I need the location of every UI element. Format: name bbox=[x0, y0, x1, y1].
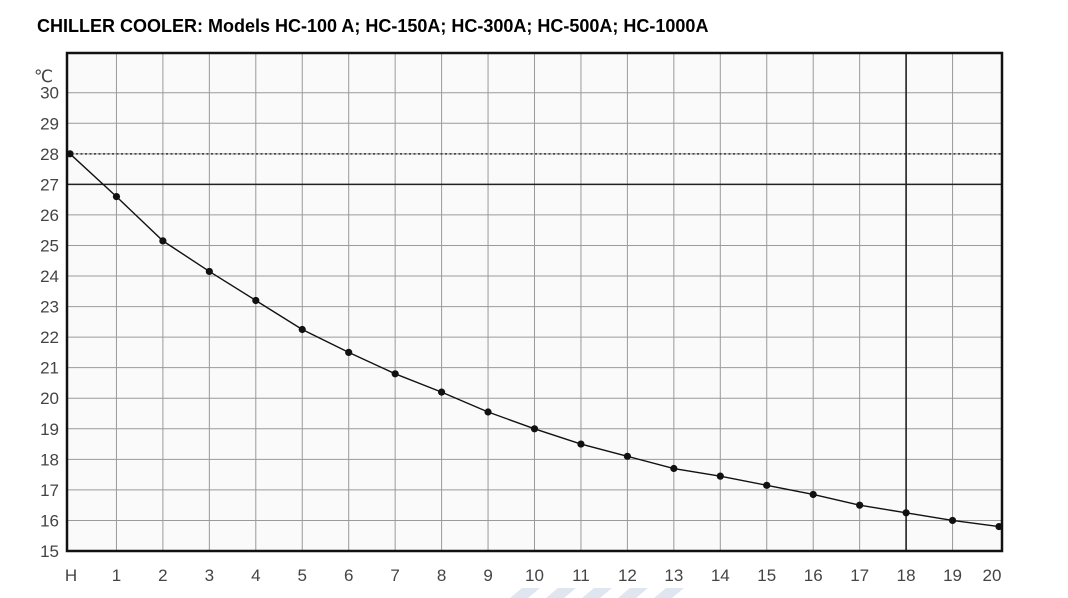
x-tick-label: 7 bbox=[390, 566, 399, 585]
x-tick-label: 18 bbox=[897, 566, 916, 585]
y-tick-label: 30 bbox=[40, 84, 59, 103]
data-point bbox=[856, 501, 864, 509]
data-point bbox=[670, 464, 678, 473]
reference-lines bbox=[67, 53, 1002, 551]
x-tick-label: 15 bbox=[757, 566, 776, 585]
x-tick-label: 8 bbox=[437, 566, 446, 585]
data-point bbox=[66, 150, 74, 158]
data-point bbox=[763, 481, 771, 489]
data-point bbox=[112, 192, 121, 201]
data-point bbox=[577, 440, 585, 448]
data-point bbox=[205, 267, 213, 276]
y-tick-label: 16 bbox=[40, 511, 59, 530]
data-point bbox=[159, 237, 167, 245]
data-point bbox=[391, 370, 399, 378]
x-tick-label: 10 bbox=[525, 566, 544, 585]
x-tick-label: 9 bbox=[483, 566, 492, 585]
x-tick-label: 19 bbox=[943, 566, 962, 585]
data-point bbox=[716, 472, 724, 480]
data-point bbox=[345, 348, 353, 357]
x-tick-labels: H 1 2 3 4 5 6 7 8 9 10 11 12 13 14 15 16 17 18 19 20 bbox=[65, 566, 1002, 585]
y-tick-label: 15 bbox=[40, 542, 59, 561]
data-point bbox=[948, 516, 957, 525]
y-tick-label: 25 bbox=[40, 236, 59, 255]
x-tick-label: 5 bbox=[298, 566, 307, 585]
chart-title: CHILLER COOLER: Models HC-100 A; HC-150A… bbox=[37, 16, 709, 36]
y-tick-label: 20 bbox=[40, 389, 59, 408]
y-tick-label: 19 bbox=[40, 420, 59, 439]
x-tick-label: H bbox=[65, 566, 77, 585]
x-tick-label: 12 bbox=[618, 566, 637, 585]
data-point bbox=[623, 452, 632, 460]
x-tick-label: 14 bbox=[711, 566, 730, 585]
x-tick-label: 2 bbox=[158, 566, 167, 585]
data-point bbox=[438, 388, 446, 396]
x-tick-label: 11 bbox=[572, 566, 590, 585]
y-tick-label: 24 bbox=[40, 267, 59, 286]
data-point bbox=[995, 522, 1003, 531]
data-point bbox=[484, 408, 492, 416]
x-tick-label: 3 bbox=[205, 566, 214, 585]
data-point bbox=[902, 509, 910, 517]
x-tick-label: 13 bbox=[664, 566, 683, 585]
x-tick-label: 6 bbox=[344, 566, 353, 585]
y-tick-label: 26 bbox=[40, 206, 59, 225]
y-tick-label: 28 bbox=[40, 145, 59, 164]
data-point bbox=[530, 425, 539, 433]
y-tick-label: 17 bbox=[40, 481, 59, 500]
x-tick-label: 1 bbox=[112, 566, 121, 585]
x-tick-label: 4 bbox=[251, 566, 260, 585]
x-tick-label: 20 bbox=[983, 566, 1002, 585]
data-point bbox=[252, 296, 260, 305]
watermark-fragment bbox=[510, 588, 684, 598]
plot-frame bbox=[65, 51, 1004, 553]
x-tick-label: 17 bbox=[850, 566, 869, 585]
y-tick-labels: 15 16 17 18 19 20 21 22 23 24 25 26 27 28 29 30 bbox=[40, 84, 59, 561]
series-layer bbox=[66, 150, 1003, 531]
data-point bbox=[809, 490, 817, 499]
y-axis-unit-label: ℃ bbox=[34, 67, 53, 87]
y-tick-label: 22 bbox=[40, 328, 59, 347]
y-tick-label: 21 bbox=[40, 359, 59, 378]
y-tick-label: 18 bbox=[40, 450, 59, 469]
y-tick-label: 23 bbox=[40, 298, 59, 317]
data-point bbox=[298, 325, 306, 334]
x-tick-label: 16 bbox=[804, 566, 823, 585]
y-tick-label: 27 bbox=[40, 175, 59, 194]
y-tick-label: 29 bbox=[40, 114, 59, 133]
